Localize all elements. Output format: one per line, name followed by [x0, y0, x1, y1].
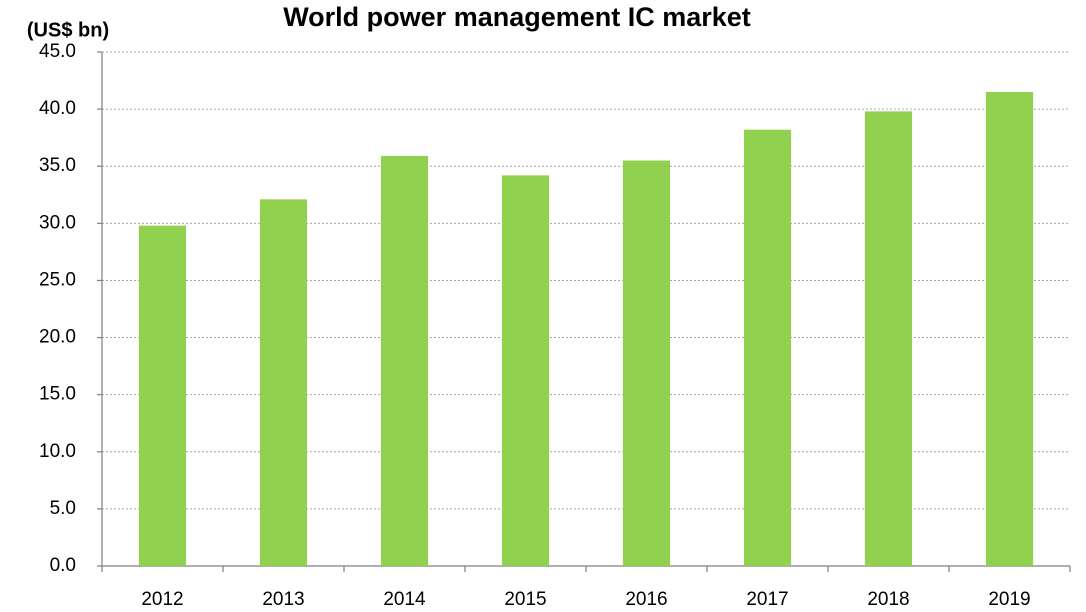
x-tick-label: 2013 — [262, 589, 304, 610]
y-tick-label: 40.0 — [39, 98, 76, 119]
bar — [380, 155, 429, 567]
x-tick-label: 2017 — [746, 589, 788, 610]
bar — [864, 111, 913, 566]
bar — [743, 129, 792, 566]
x-tick-label: 2015 — [504, 589, 546, 610]
y-tick-label: 15.0 — [39, 384, 76, 405]
bar — [501, 175, 550, 567]
x-tick-label: 2018 — [867, 589, 909, 610]
x-tick-label: 2016 — [625, 589, 667, 610]
y-tick-label: 5.0 — [50, 498, 76, 519]
y-tick-label: 45.0 — [39, 41, 76, 62]
bar — [622, 160, 671, 566]
y-tick-label: 20.0 — [39, 327, 76, 348]
y-tick-label: 0.0 — [50, 555, 76, 576]
y-tick-label: 35.0 — [39, 155, 76, 176]
bar — [138, 225, 187, 566]
y-axis-label: (US$ bn) — [27, 19, 109, 41]
bar — [259, 199, 308, 566]
y-tick-label: 25.0 — [39, 269, 76, 290]
x-tick-label: 2014 — [383, 589, 426, 610]
chart-title: World power management IC market — [283, 2, 751, 32]
y-tick-label: 30.0 — [39, 212, 76, 233]
x-tick-label: 2012 — [141, 589, 183, 610]
bar — [985, 91, 1034, 566]
y-tick-label: 10.0 — [39, 441, 76, 462]
x-tick-label: 2019 — [988, 589, 1030, 610]
